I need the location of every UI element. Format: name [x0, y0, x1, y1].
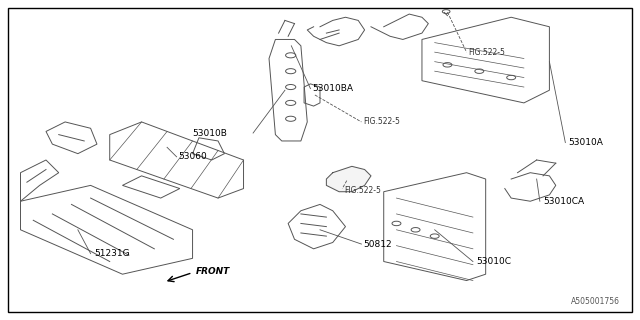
Text: FRONT: FRONT [196, 267, 230, 276]
Text: 53010A: 53010A [568, 138, 604, 147]
Text: FIG.522-5: FIG.522-5 [468, 48, 506, 57]
Text: 50812: 50812 [364, 240, 392, 249]
Text: 53010B: 53010B [193, 129, 228, 138]
Text: 53060: 53060 [179, 152, 207, 161]
Text: A505001756: A505001756 [570, 297, 620, 306]
Text: FIG.522-5: FIG.522-5 [364, 117, 400, 126]
Text: 53010C: 53010C [476, 257, 511, 266]
Polygon shape [326, 166, 371, 192]
Text: 53010CA: 53010CA [543, 197, 584, 206]
Text: 51231G: 51231G [94, 249, 129, 258]
Text: FIG.522-5: FIG.522-5 [344, 186, 381, 195]
Text: 53010BA: 53010BA [312, 84, 353, 93]
